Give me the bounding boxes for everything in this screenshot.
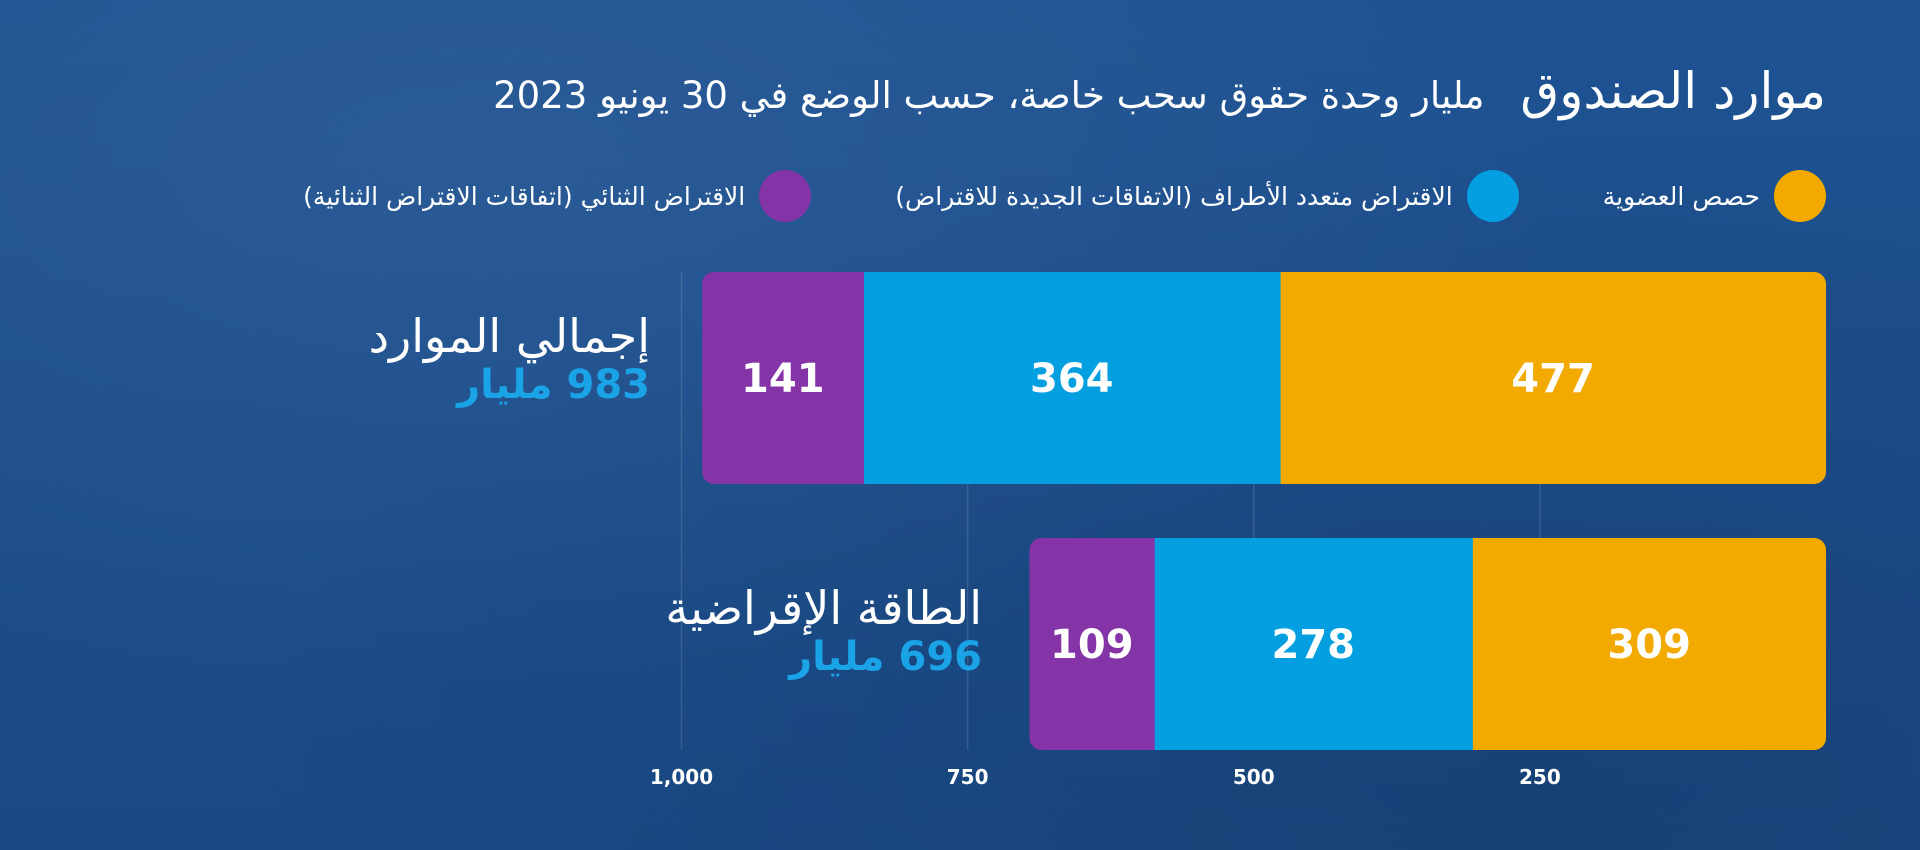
chart-title-block: موارد الصندوق مليار وحدة حقوق سحب خاصة، … [493,62,1826,120]
bar-lending-capacity-bilateral [1029,538,1155,750]
x-tick-label-1000: 1,000 [650,765,713,789]
row-label-total-resources: إجمالي الموارد 983 مليار [369,310,650,407]
x-tick-label-750: 750 [947,765,989,789]
row-name-lending-capacity: الطاقة الإقراضية [665,581,982,635]
legend-swatch-quota [1774,170,1826,222]
row-total-lending-capacity: 696 مليار [789,633,982,680]
bar-total-resources-multilateral [863,272,1281,484]
data-label-total-resources-multilateral: 364 [1030,356,1114,402]
legend: حصص العضوية الاقتراض متعدد الأطراف (الات… [303,170,1826,222]
legend-swatch-bilateral [759,170,812,222]
bar-lending-capacity-multilateral [1154,538,1473,750]
legend-label-multilateral: الاقتراض متعدد الأطراف (الاتفاقات الجديد… [895,181,1453,211]
bar-lending-capacity-quota [1472,538,1826,750]
legend-item-bilateral: الاقتراض الثنائي (اتفاقات الاقتراض الثنا… [303,170,812,222]
data-label-lending-capacity-multilateral: 278 [1272,622,1356,668]
data-label-total-resources-bilateral: 141 [741,356,825,402]
legend-label-bilateral: الاقتراض الثنائي (اتفاقات الاقتراض الثنا… [303,181,746,211]
row-total-total-resources: 983 مليار [457,361,650,408]
legend-label-quota: حصص العضوية [1602,181,1760,211]
data-label-total-resources-quota: 477 [1511,356,1595,402]
data-label-lending-capacity-bilateral: 109 [1050,622,1134,668]
x-tick-label-250: 250 [1519,765,1561,789]
row-name-total-resources: إجمالي الموارد [368,309,650,363]
bar-group-lending-capacity [1029,538,1826,750]
chart-subtitle: مليار وحدة حقوق سحب خاصة، حسب الوضع في 3… [493,74,1485,117]
legend-item-quota: حصص العضوية [1603,170,1826,222]
x-tick-label-500: 500 [1233,765,1275,789]
bar-total-resources-bilateral [702,272,864,484]
legend-swatch-multilateral [1466,170,1519,222]
bar-total-resources-quota [1280,272,1827,484]
bar-group-total-resources [702,272,1827,484]
chart-title: موارد الصندوق [1520,62,1826,120]
row-label-lending-capacity: الطاقة الإقراضية 696 مليار [665,582,982,679]
legend-item-multilateral: الاقتراض متعدد الأطراف (الاتفاقات الجديد… [895,170,1519,222]
data-label-lending-capacity-quota: 309 [1607,622,1691,668]
